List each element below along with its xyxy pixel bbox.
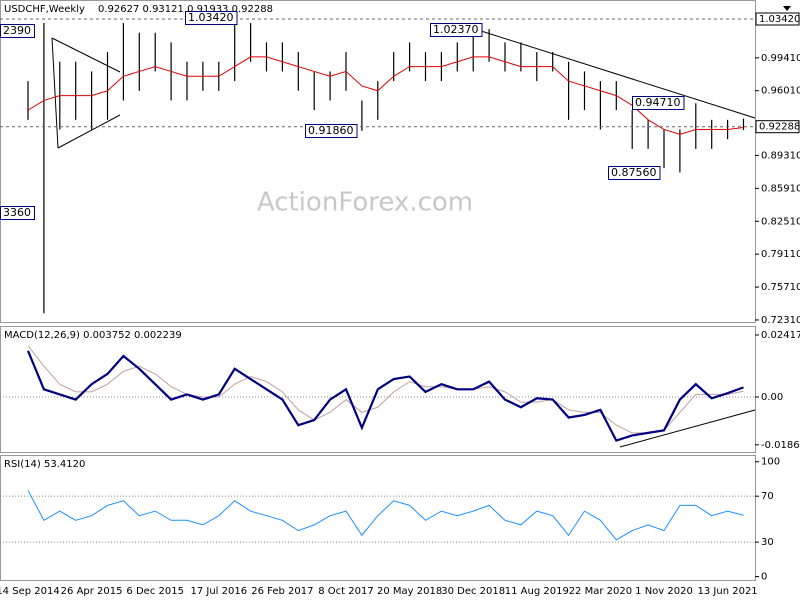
y-tick-label: 0.85910 [761,183,800,194]
x-tick-label: 11 Aug 2019 [505,586,569,597]
y-tick-label: 100 [761,457,780,468]
rsi-panel [0,455,756,581]
trendlines [51,29,756,448]
annotation-box [608,166,661,180]
chart-title: USDCHF,Weekly [4,4,85,15]
signal-line [27,345,744,434]
annotation: 0.87560 [611,166,657,179]
x-tick-label: 26 Feb 2017 [251,586,313,597]
annotation: 1.03420 [188,11,234,24]
y-tick-label: 70 [761,491,774,502]
y-tick-label: 0.99410 [761,53,800,64]
x-tick-label: 6 Dec 2015 [126,586,184,597]
menu-arrow [783,6,791,11]
annotation-box [0,206,35,220]
annotation: 1.02370 [433,23,479,36]
annotation-box [430,23,483,37]
trendline [619,409,756,448]
watermark: ActionForex.com [257,188,473,218]
trendline [51,37,121,73]
trendline [477,29,756,119]
annotation: 0.91860 [308,124,354,137]
y-tick-label: 30 [761,537,774,548]
y-tick-label: 0.75710 [761,282,800,293]
x-tick-label: 26 Apr 2015 [61,586,123,597]
reference-label-box [755,120,800,134]
y-tick-label: 0.024174 [761,330,800,341]
reference-label: 0.92288 [759,122,800,133]
y-tick-label: 0 [761,572,767,583]
annotation: 3360 [3,206,31,219]
x-tick-label: 13 Jun 2021 [698,586,758,597]
reference-label: 1.03420 [759,14,800,25]
x-tick-label: 30 Dec 2018 [441,586,505,597]
y-tick-label: 0.79110 [761,249,800,260]
annotation: 0.94710 [635,96,681,109]
rsi-title: RSI(14) 53.4120 [4,459,85,470]
rsi-line [27,490,744,541]
annotation-box [0,24,35,38]
macd-title: MACD(12,26,9) 0.003752 0.002239 [4,330,182,341]
y-tick-label: 0.00 [761,392,783,403]
annotation-box [632,96,685,110]
x-tick-label: 20 May 2018 [377,586,442,597]
y-tick-label: -0.018653 [761,440,800,451]
x-tick-label: 8 Oct 2017 [318,586,373,597]
chart-subtitle: 0.92627 0.93121 0.91933 0.92288 [98,4,273,15]
x-tick-label: 1 Nov 2020 [635,586,693,597]
y-tick-label: 0.89310 [761,151,800,162]
trendline [51,37,59,149]
reference-label-box [755,12,800,26]
price-panel [0,0,756,323]
annotation-box [185,11,238,25]
annotation: 2390 [3,24,31,37]
y-tick-label: 0.72310 [761,315,800,326]
y-tick-label: 0.96010 [761,86,800,97]
x-tick-label: 22 Mar 2020 [569,586,632,597]
x-tick-label: 14 Sep 2014 [0,586,60,597]
annotation-box [305,124,358,138]
y-tick-label: 0.82510 [761,216,800,227]
trendline [57,114,121,149]
macd-line [26,350,744,442]
x-tick-label: 17 Jul 2016 [190,586,247,597]
moving-average [27,56,744,135]
